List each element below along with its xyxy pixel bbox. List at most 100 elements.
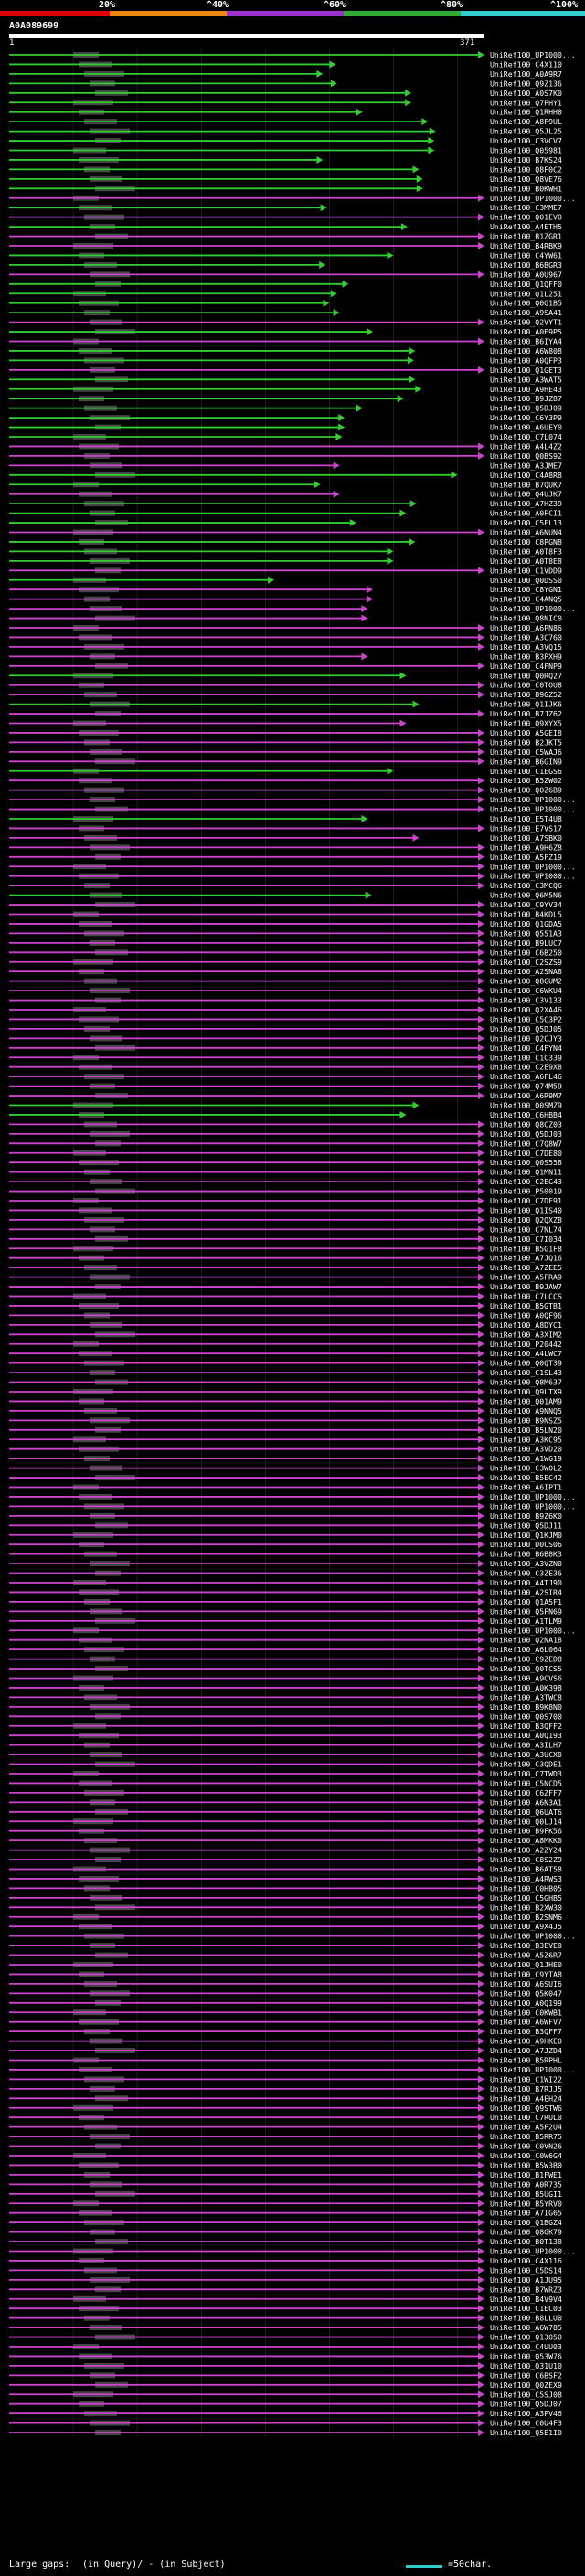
hit-row[interactable]: UniRef100_UP1000... — [9, 1932, 576, 1941]
hit-row[interactable]: UniRef100_B7JZ62 — [9, 709, 562, 718]
hit-row[interactable]: UniRef100_UP1000... — [9, 2065, 576, 2074]
hit-row[interactable]: UniRef100_A6L064 — [9, 1645, 562, 1654]
hit-row[interactable]: UniRef100_A1JU95 — [9, 2275, 562, 2284]
hit-row[interactable]: UniRef100_UP1000... — [9, 1492, 576, 1501]
hit-row[interactable]: UniRef100_Q4UJK7 — [9, 490, 562, 499]
hit-row[interactable]: UniRef100_C2EG43 — [9, 1177, 562, 1186]
hit-row[interactable]: UniRef100_Q5DJ09 — [9, 404, 562, 413]
hit-row[interactable]: UniRef100_B6GIN9 — [9, 757, 562, 766]
hit-row[interactable]: UniRef100_B7RJJ5 — [9, 2084, 562, 2094]
hit-row[interactable]: UniRef100_Q0TCS5 — [9, 1664, 562, 1673]
hit-row[interactable]: UniRef100_A0A9R7 — [9, 69, 562, 79]
hit-row[interactable]: UniRef100_C6B250 — [9, 948, 562, 957]
hit-row[interactable]: UniRef100_C0TOU8 — [9, 681, 562, 690]
hit-row[interactable]: UniRef100_Q1GDA5 — [9, 919, 562, 928]
hit-row[interactable]: UniRef100_Q1RHH0 — [9, 108, 562, 117]
hit-row[interactable]: UniRef100_UP1000... — [9, 805, 576, 814]
hit-row[interactable]: UniRef100_B9JZ87 — [9, 394, 562, 403]
hit-row[interactable]: UniRef100_C0U4F3 — [9, 2419, 562, 2428]
hit-row[interactable]: UniRef100_A8DYC1 — [9, 1320, 562, 1330]
hit-row[interactable]: UniRef100_B2XW30 — [9, 1903, 562, 1912]
hit-row[interactable]: UniRef100_A3WAT5 — [9, 375, 562, 384]
hit-row[interactable]: UniRef100_B9FK56 — [9, 1827, 562, 1836]
hit-row[interactable]: UniRef100_Q8NIC0 — [9, 614, 562, 623]
hit-row[interactable]: UniRef100_A3VD20 — [9, 1445, 562, 1454]
hit-row[interactable]: UniRef100_A8MKK0 — [9, 1836, 562, 1845]
hit-row[interactable]: UniRef100_A0QF96 — [9, 1310, 562, 1320]
hit-row[interactable]: UniRef100_A0Q193 — [9, 1731, 562, 1740]
hit-row[interactable]: UniRef100_B0T138 — [9, 2237, 562, 2246]
hit-row[interactable]: UniRef100_C0KWB1 — [9, 2008, 562, 2017]
hit-row[interactable]: UniRef100_Q2NA18 — [9, 1636, 562, 1645]
hit-row[interactable]: UniRef100_B9Z6K0 — [9, 1511, 562, 1521]
hit-row[interactable]: UniRef100_Q1BGZ4 — [9, 2218, 562, 2227]
hit-row[interactable]: UniRef100_C4X110 — [9, 59, 562, 69]
hit-row[interactable]: UniRef100_A3XIM2 — [9, 1330, 562, 1339]
hit-row[interactable]: UniRef100_C7DE80 — [9, 1149, 562, 1158]
hit-row[interactable]: UniRef100_UP1000... — [9, 1626, 576, 1635]
hit-row[interactable]: UniRef100_C4UU03 — [9, 2342, 562, 2351]
hit-row[interactable]: UniRef100_B3EVE0 — [9, 1941, 562, 1950]
hit-row[interactable]: UniRef100_A6WFV7 — [9, 2018, 562, 2027]
hit-row[interactable]: UniRef100_Q9XYX5 — [9, 719, 562, 728]
hit-row[interactable]: UniRef100_Q5DJ05 — [9, 1024, 562, 1034]
hit-row[interactable]: UniRef100_C6HBB4 — [9, 1110, 562, 1119]
hit-row[interactable]: UniRef100_C1VDD9 — [9, 566, 562, 575]
hit-row[interactable]: UniRef100_B5YRV0 — [9, 2199, 562, 2208]
hit-row[interactable]: UniRef100_Q2XA46 — [9, 1005, 562, 1014]
hit-row[interactable]: UniRef100_Q9STW6 — [9, 2104, 562, 2113]
hit-row[interactable]: UniRef100_C2SZS9 — [9, 958, 562, 967]
hit-row[interactable]: UniRef100_A1TLM9 — [9, 1617, 562, 1626]
hit-row[interactable]: UniRef100_B3QFF2 — [9, 1722, 562, 1731]
hit-row[interactable]: UniRef100_C0HB05 — [9, 1883, 562, 1892]
hit-row[interactable]: UniRef100_B4RBK9 — [9, 241, 562, 250]
hit-row[interactable]: UniRef100_UP1000... — [9, 194, 576, 203]
hit-row[interactable]: UniRef100_B8LLU0 — [9, 2314, 562, 2323]
hit-row[interactable]: UniRef100_A3KC95 — [9, 1435, 562, 1444]
hit-row[interactable]: UniRef100_E5T4U8 — [9, 814, 562, 823]
hit-row[interactable]: UniRef100_C7NL74 — [9, 1224, 562, 1234]
hit-row[interactable]: UniRef100_Q8F0C2 — [9, 164, 562, 174]
hit-row[interactable]: UniRef100_C8PGN8 — [9, 537, 562, 546]
hit-row[interactable]: UniRef100_A0R735 — [9, 2179, 562, 2189]
hit-row[interactable]: UniRef100_B7QUK7 — [9, 480, 562, 489]
hit-row[interactable]: UniRef100_C3VCV7 — [9, 136, 562, 145]
hit-row[interactable]: UniRef100_C5SJ08 — [9, 2390, 562, 2399]
hit-row[interactable]: UniRef100_B5G1F8 — [9, 1244, 562, 1253]
hit-row[interactable]: UniRef100_A0U967 — [9, 270, 562, 279]
hit-row[interactable]: UniRef100_B5GTB1 — [9, 1301, 562, 1310]
hit-row[interactable]: UniRef100_A7SBK0 — [9, 833, 562, 843]
hit-row[interactable]: UniRef100_C4ANQ5 — [9, 595, 562, 604]
hit-row[interactable]: UniRef100_A9H6Z8 — [9, 843, 562, 852]
hit-row[interactable]: UniRef100_C0VN26 — [9, 2142, 562, 2151]
hit-row[interactable]: UniRef100_B9K8N0 — [9, 1702, 562, 1712]
hit-row[interactable]: UniRef100_A6SUI6 — [9, 1979, 562, 1988]
hit-row[interactable]: UniRef100_B2JKT5 — [9, 737, 562, 747]
hit-row[interactable]: UniRef100_A6NUN4 — [9, 528, 562, 537]
hit-row[interactable]: UniRef100_Q0BS92 — [9, 451, 562, 461]
hit-row[interactable]: UniRef100_B9LUC7 — [9, 938, 562, 948]
hit-row[interactable]: UniRef100_B3QFF7 — [9, 2027, 562, 2036]
hit-row[interactable]: UniRef100_A2SIR4 — [9, 1587, 562, 1596]
hit-row[interactable]: UniRef100_C7I034 — [9, 1235, 562, 1244]
hit-row[interactable]: UniRef100_B4V9V4 — [9, 2295, 562, 2304]
hit-row[interactable]: UniRef100_C3V133 — [9, 996, 562, 1005]
hit-row[interactable]: UniRef100_A2SNA8 — [9, 967, 562, 976]
hit-row[interactable]: UniRef100_B5LN20 — [9, 1426, 562, 1435]
hit-row[interactable]: UniRef100_C8YGN1 — [9, 585, 562, 594]
hit-row[interactable]: UniRef100_Q8GUM2 — [9, 977, 562, 986]
hit-row[interactable]: UniRef100_Q5K047 — [9, 1988, 562, 1998]
hit-row[interactable]: UniRef100_C3ZE36 — [9, 1569, 562, 1578]
hit-row[interactable]: UniRef100_C4FYN4 — [9, 1044, 562, 1053]
hit-row[interactable]: UniRef100_Q8GK79 — [9, 2228, 562, 2237]
hit-row[interactable]: UniRef100_B1ZGR1 — [9, 232, 562, 241]
hit-row[interactable]: UniRef100_A6N3A1 — [9, 1797, 562, 1807]
hit-row[interactable]: UniRef100_A3VQ15 — [9, 642, 562, 652]
hit-row[interactable]: UniRef100_C5FL13 — [9, 518, 562, 527]
hit-row[interactable]: UniRef100_C6Y3P9 — [9, 413, 562, 422]
hit-row[interactable]: UniRef100_A3ILH7 — [9, 1741, 562, 1750]
hit-row[interactable]: UniRef100_UP1000... — [9, 862, 576, 871]
hit-row[interactable]: UniRef100_Q1JHE0 — [9, 1960, 562, 1969]
hit-row[interactable]: UniRef100_UP1000... — [9, 872, 576, 881]
hit-row[interactable]: UniRef100_B1FWE1 — [9, 2170, 562, 2179]
